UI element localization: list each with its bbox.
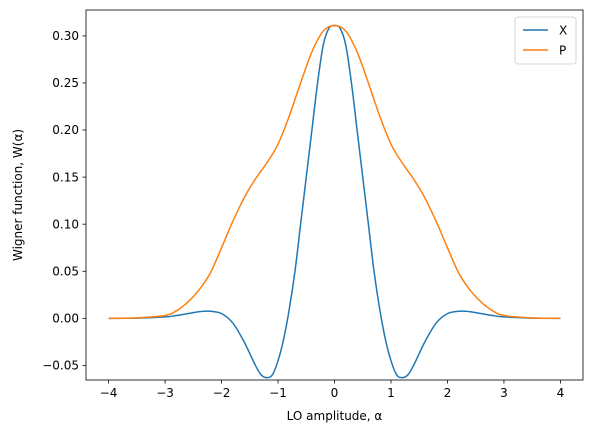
y-tick-label: −0.05: [42, 359, 79, 373]
x-axis: −4 −3 −2 −1 0 1 2 3 4: [100, 380, 564, 400]
x-tick-label: −3: [156, 386, 174, 400]
y-tick-label: 0.10: [52, 217, 79, 231]
y-tick-label: 0.30: [52, 29, 79, 43]
plot-frame: [85, 9, 584, 381]
legend: XP: [514, 16, 577, 65]
series-line-x: [108, 24, 561, 379]
x-tick-label: 1: [387, 386, 395, 400]
series-line-p: [108, 24, 561, 320]
x-axis-label: LO amplitude, α: [287, 409, 383, 423]
x-tick-label: −2: [213, 386, 231, 400]
legend-label-p: P: [559, 43, 566, 57]
x-tick-label: 4: [557, 386, 565, 400]
plot-lines: [108, 24, 561, 379]
x-tick-label: −4: [100, 386, 118, 400]
y-tick-label: 0.20: [52, 123, 79, 137]
legend-box: [514, 16, 577, 65]
x-tick-label: −1: [269, 386, 287, 400]
y-axis: −0.05 0.00 0.05 0.10 0.15 0.20 0.25 0.30: [42, 29, 86, 373]
y-tick-label: 0.25: [52, 76, 79, 90]
y-axis-label: Wigner function, W(α): [11, 129, 25, 261]
x-tick-label: 3: [500, 386, 508, 400]
x-tick-label: 2: [444, 386, 452, 400]
y-tick-label: 0.05: [52, 264, 79, 278]
y-tick-label: 0.15: [52, 170, 79, 184]
x-tick-label: 0: [331, 386, 339, 400]
y-tick-label: 0.00: [52, 312, 79, 326]
legend-label-x: X: [559, 23, 567, 37]
